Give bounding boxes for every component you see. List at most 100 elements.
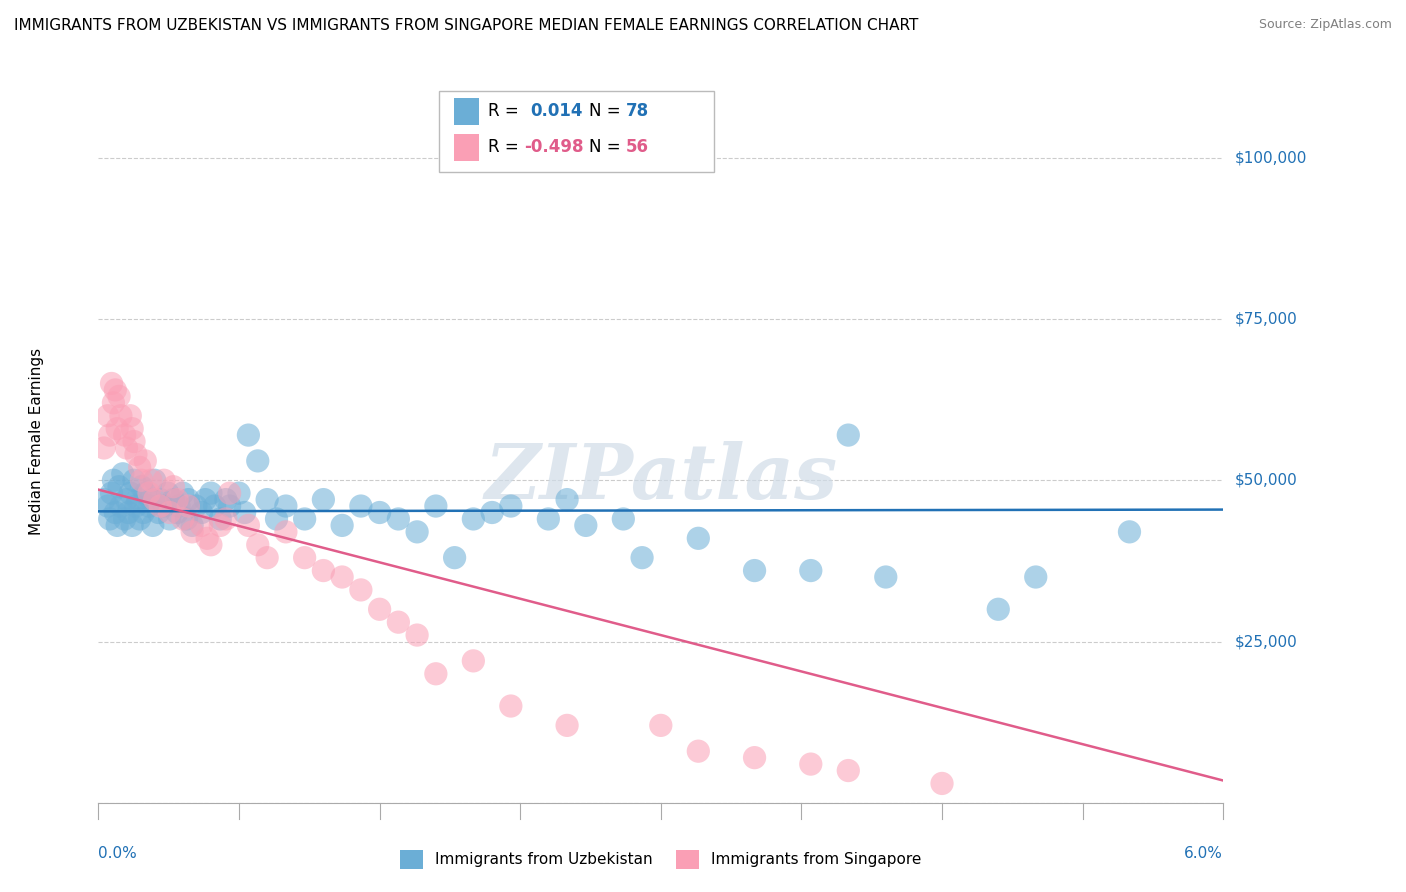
- Point: [350, 582, 373, 597]
- Point: [312, 492, 335, 507]
- Point: [463, 654, 485, 668]
- Point: [190, 506, 212, 520]
- Point: [274, 499, 297, 513]
- Point: [837, 428, 859, 442]
- Point: [200, 486, 222, 500]
- Text: 0.0%: 0.0%: [98, 847, 138, 861]
- Point: [612, 512, 634, 526]
- Point: [406, 628, 429, 642]
- Point: [98, 428, 121, 442]
- Text: 6.0%: 6.0%: [1184, 847, 1223, 861]
- Point: [125, 499, 148, 513]
- Point: [153, 473, 176, 487]
- Point: [149, 499, 172, 513]
- Point: [176, 512, 198, 526]
- Text: Source: ZipAtlas.com: Source: ZipAtlas.com: [1258, 18, 1392, 31]
- Point: [121, 422, 143, 436]
- Point: [537, 512, 560, 526]
- Point: [184, 499, 207, 513]
- Point: [166, 506, 188, 520]
- Point: [256, 550, 278, 565]
- Point: [238, 428, 260, 442]
- Text: $75,000: $75,000: [1234, 311, 1298, 326]
- Point: [688, 744, 710, 758]
- Point: [105, 422, 128, 436]
- Point: [499, 699, 522, 714]
- Point: [266, 512, 288, 526]
- Point: [156, 486, 179, 500]
- Point: [111, 467, 134, 481]
- Point: [93, 492, 115, 507]
- Point: [204, 499, 226, 513]
- Point: [127, 492, 149, 507]
- Point: [368, 602, 391, 616]
- Point: [149, 492, 172, 507]
- Point: [104, 506, 127, 520]
- Point: [159, 512, 181, 526]
- Point: [172, 512, 194, 526]
- Point: [114, 428, 136, 442]
- Text: IMMIGRANTS FROM UZBEKISTAN VS IMMIGRANTS FROM SINGAPORE MEDIAN FEMALE EARNINGS C: IMMIGRANTS FROM UZBEKISTAN VS IMMIGRANTS…: [14, 18, 918, 33]
- Point: [195, 531, 218, 545]
- Point: [215, 492, 238, 507]
- Point: [177, 492, 200, 507]
- Point: [125, 447, 148, 461]
- Point: [387, 512, 409, 526]
- Point: [350, 499, 373, 513]
- Text: -0.498: -0.498: [524, 138, 583, 156]
- Point: [181, 524, 204, 539]
- Point: [105, 518, 128, 533]
- Point: [238, 518, 260, 533]
- Text: $100,000: $100,000: [1234, 150, 1306, 165]
- Point: [122, 434, 145, 449]
- Point: [368, 506, 391, 520]
- Point: [246, 538, 269, 552]
- Point: [631, 550, 654, 565]
- Point: [100, 486, 122, 500]
- Point: [117, 506, 139, 520]
- Text: N =: N =: [589, 138, 620, 156]
- Legend: Immigrants from Uzbekistan, Immigrants from Singapore: Immigrants from Uzbekistan, Immigrants f…: [394, 844, 928, 875]
- Point: [122, 473, 145, 487]
- Point: [138, 499, 160, 513]
- Point: [875, 570, 897, 584]
- Point: [800, 564, 823, 578]
- Point: [194, 492, 217, 507]
- Point: [688, 531, 710, 545]
- Point: [162, 480, 184, 494]
- Point: [128, 512, 150, 526]
- Point: [209, 518, 232, 533]
- Point: [312, 564, 335, 578]
- Point: [103, 473, 125, 487]
- Point: [744, 750, 766, 764]
- Text: R =: R =: [488, 103, 519, 120]
- Point: [181, 518, 204, 533]
- Point: [274, 524, 297, 539]
- Text: 78: 78: [626, 103, 648, 120]
- Point: [246, 454, 269, 468]
- Point: [97, 409, 120, 423]
- Point: [218, 499, 240, 513]
- Text: 56: 56: [626, 138, 648, 156]
- Point: [162, 492, 184, 507]
- Point: [128, 460, 150, 475]
- Point: [294, 550, 316, 565]
- Point: [837, 764, 859, 778]
- Text: Median Female Earnings: Median Female Earnings: [30, 348, 44, 535]
- Text: 0.014: 0.014: [530, 103, 582, 120]
- Point: [138, 486, 160, 500]
- Point: [256, 492, 278, 507]
- Point: [103, 396, 125, 410]
- Point: [172, 486, 194, 500]
- Point: [104, 383, 127, 397]
- Point: [481, 506, 503, 520]
- Point: [148, 506, 170, 520]
- Point: [987, 602, 1010, 616]
- Point: [143, 473, 166, 487]
- Point: [100, 376, 122, 391]
- Point: [190, 518, 212, 533]
- Point: [134, 454, 156, 468]
- Point: [143, 492, 166, 507]
- Point: [650, 718, 672, 732]
- Point: [110, 409, 132, 423]
